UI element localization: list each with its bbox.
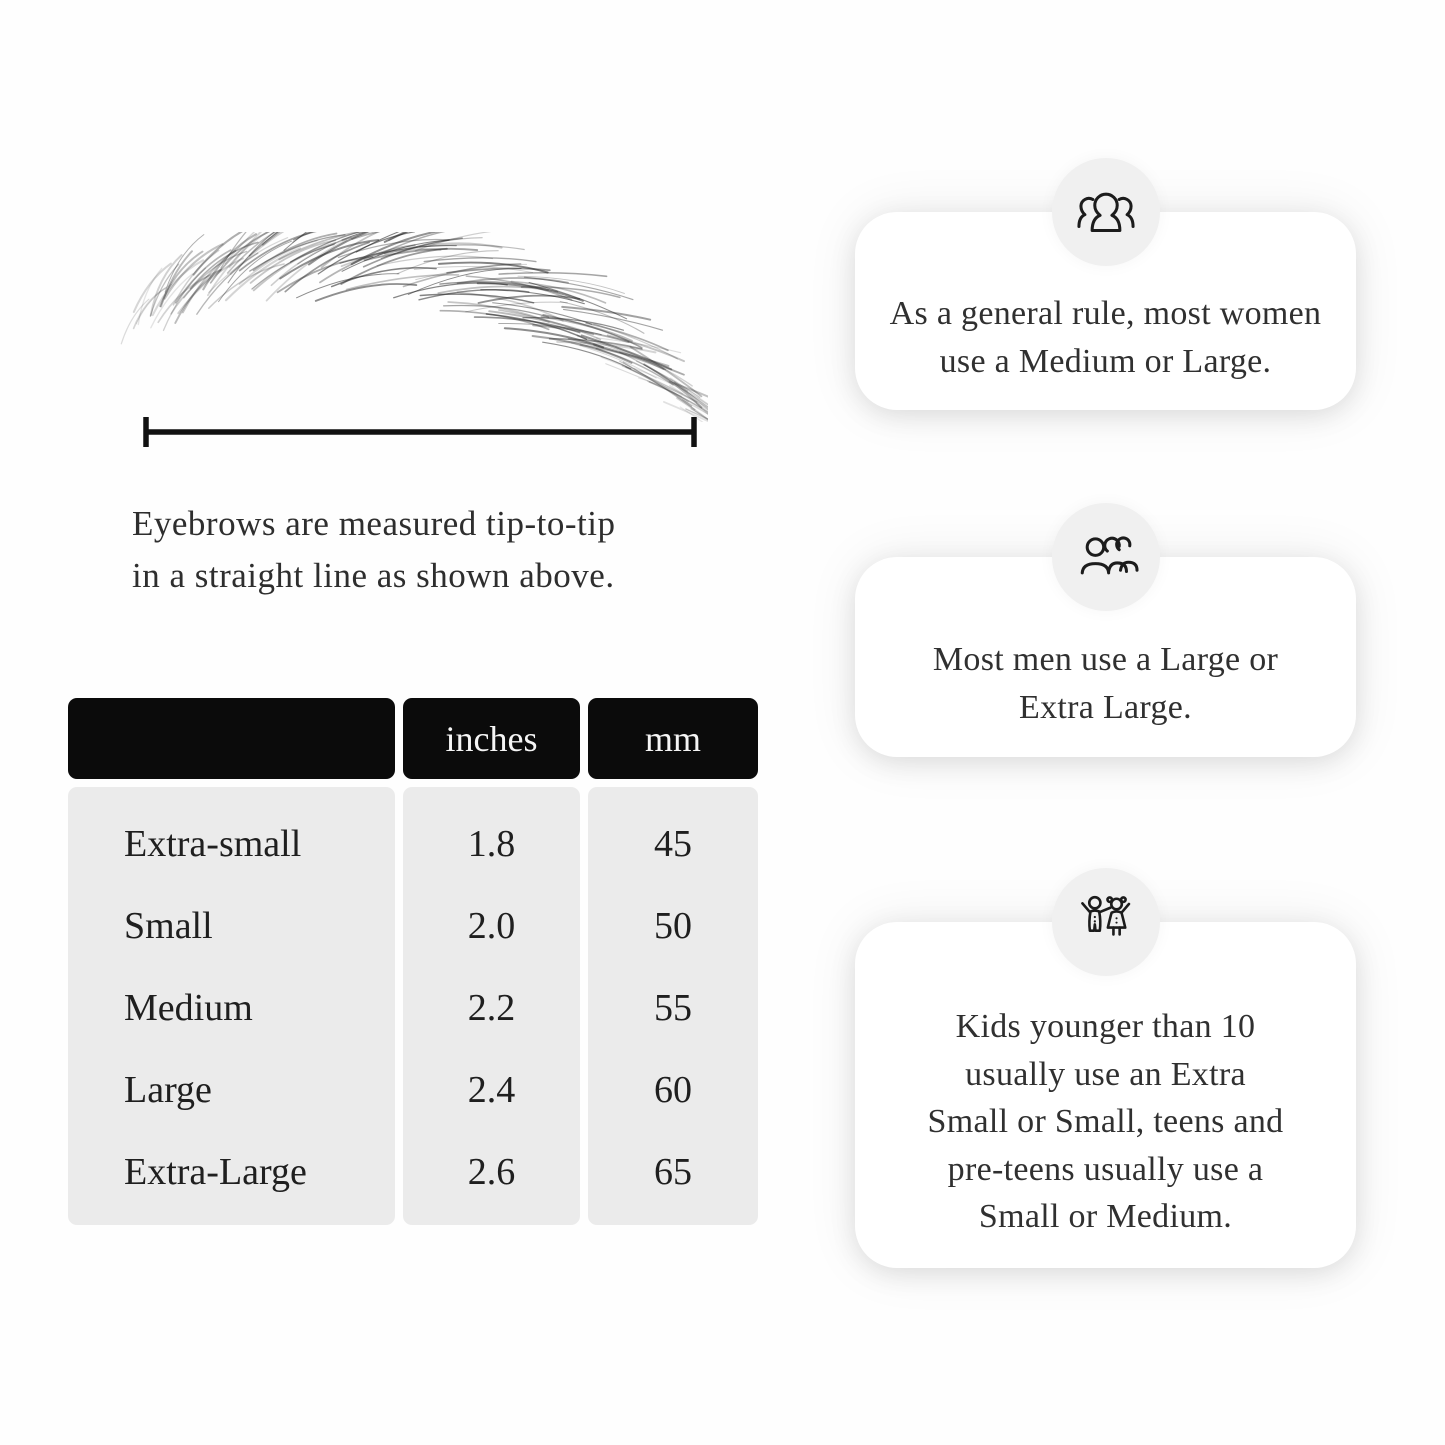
card-text: Most men use a Large or Extra Large. — [933, 636, 1278, 732]
mm-column: mm 45 50 55 60 65 — [588, 698, 758, 1225]
size-cell: Extra-small — [124, 823, 302, 865]
info-card-women: As a general rule, most women use a Medi… — [855, 158, 1356, 410]
icon-badge — [1051, 503, 1160, 611]
card-text-line: Kids younger than 10 — [955, 1008, 1256, 1046]
size-cell: Small — [124, 905, 213, 947]
inches-column: inches 1.8 2.0 2.2 2.4 2.6 — [403, 698, 580, 1225]
measurement-caption: Eyebrows are measured tip-to-tip in a st… — [132, 498, 772, 602]
caption-line: in a straight line as shown above. — [132, 556, 615, 595]
card-text-line: Extra Large. — [1019, 689, 1192, 726]
men-group-icon — [1080, 536, 1139, 575]
card-text: Kids younger than 10 usually use an Extr… — [928, 1003, 1284, 1241]
inches-cell: 1.8 — [467, 823, 516, 865]
mm-cell: 65 — [654, 1151, 692, 1193]
size-cell: Medium — [124, 987, 253, 1029]
kids-icon — [1080, 895, 1130, 936]
inches-cell: 2.4 — [467, 1069, 516, 1111]
mm-column-body: 45 50 55 60 65 — [588, 787, 758, 1225]
size-cell: Large — [124, 1069, 212, 1111]
mm-cell: 55 — [654, 987, 692, 1029]
icon-badge — [1051, 158, 1160, 266]
card-text-line: Small or Small, teens and — [927, 1103, 1284, 1141]
size-table: Extra-small Small Medium Large Extra-Lar… — [68, 698, 758, 1225]
size-column-body: Extra-small Small Medium Large Extra-Lar… — [68, 787, 395, 1225]
card-text-line: Small or Medium. — [978, 1198, 1233, 1236]
size-column-header — [68, 698, 395, 779]
eyebrow-illustration — [120, 232, 708, 422]
info-card-men: Most men use a Large or Extra Large. — [855, 503, 1356, 757]
card-text-line: use a Medium or Large. — [939, 343, 1272, 380]
mm-cell: 50 — [654, 905, 692, 947]
card-text-line: usually use an Extra — [965, 1055, 1246, 1093]
size-name-column: Extra-small Small Medium Large Extra-Lar… — [68, 698, 395, 1225]
size-cell: Extra-Large — [124, 1151, 307, 1193]
mm-column-header: mm — [588, 698, 758, 779]
card-text-line: Most men use a Large or — [932, 641, 1279, 678]
inches-cell: 2.2 — [467, 987, 516, 1029]
card-text-line: As a general rule, most women — [889, 295, 1322, 332]
women-group-icon — [1076, 192, 1135, 232]
icon-badge — [1051, 868, 1160, 976]
inches-cell: 2.0 — [467, 905, 516, 947]
measurement-line — [143, 417, 697, 447]
card-text: As a general rule, most women use a Medi… — [890, 290, 1322, 386]
info-card-kids: Kids younger than 10 usually use an Extr… — [855, 868, 1356, 1268]
caption-line: Eyebrows are measured tip-to-tip — [132, 504, 616, 543]
mm-cell: 60 — [654, 1069, 692, 1111]
mm-cell: 45 — [654, 823, 692, 865]
inches-column-body: 1.8 2.0 2.2 2.4 2.6 — [403, 787, 580, 1225]
card-text-line: pre-teens usually use a — [947, 1150, 1264, 1188]
inches-cell: 2.6 — [467, 1151, 516, 1193]
inches-column-header: inches — [403, 698, 580, 779]
